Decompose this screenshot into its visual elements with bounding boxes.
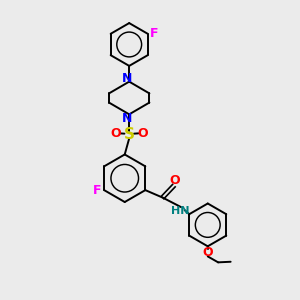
Text: HN: HN: [171, 206, 189, 216]
Text: S: S: [124, 127, 135, 142]
Text: O: O: [169, 174, 180, 188]
Text: F: F: [150, 27, 158, 40]
Text: O: O: [110, 127, 121, 140]
Text: F: F: [93, 184, 102, 197]
Text: N: N: [122, 112, 132, 125]
Text: O: O: [137, 127, 148, 140]
Text: O: O: [202, 246, 213, 259]
Text: N: N: [122, 72, 132, 85]
